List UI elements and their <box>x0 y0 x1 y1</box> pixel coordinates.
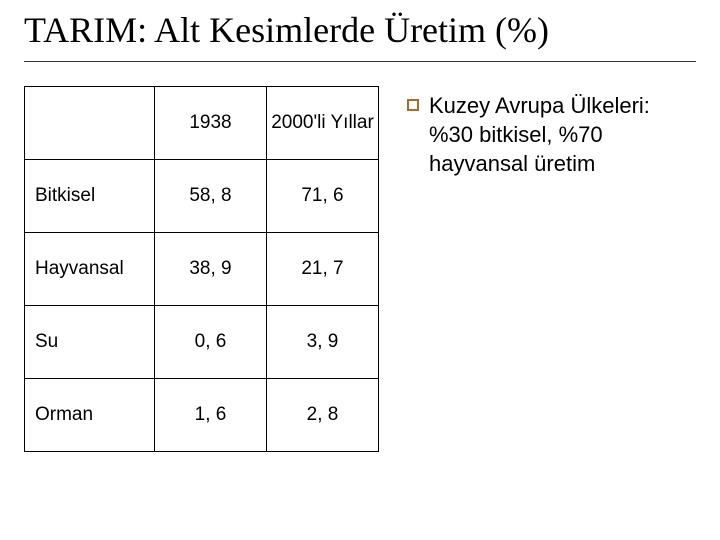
data-cell: 21, 7 <box>267 233 379 306</box>
table-header-cell <box>25 87 155 160</box>
row-label-cell: Su <box>25 306 155 379</box>
data-cell: 1, 6 <box>155 379 267 452</box>
table-row: Hayvansal 38, 9 21, 7 <box>25 233 379 306</box>
slide-title: TARIM: Alt Kesimlerde Üretim (%) <box>24 10 696 51</box>
bullet-item: Kuzey Avrupa Ülkeleri: %30 bitkisel, %70… <box>407 92 696 178</box>
table-header-cell: 1938 <box>155 87 267 160</box>
slide: TARIM: Alt Kesimlerde Üretim (%) 1938 20… <box>0 0 720 540</box>
data-cell: 2, 8 <box>267 379 379 452</box>
bullet-list: Kuzey Avrupa Ülkeleri: %30 bitkisel, %70… <box>407 86 696 178</box>
table-header-row: 1938 2000'li Yıllar <box>25 87 379 160</box>
data-cell: 3, 9 <box>267 306 379 379</box>
content-area: 1938 2000'li Yıllar Bitkisel 58, 8 71, 6… <box>24 86 696 452</box>
table-header-cell: 2000'li Yıllar <box>267 87 379 160</box>
data-cell: 58, 8 <box>155 160 267 233</box>
table-container: 1938 2000'li Yıllar Bitkisel 58, 8 71, 6… <box>24 86 379 452</box>
bullet-text: Kuzey Avrupa Ülkeleri: %30 bitkisel, %70… <box>429 92 696 178</box>
table-row: Orman 1, 6 2, 8 <box>25 379 379 452</box>
square-bullet-icon <box>407 99 419 111</box>
table-row: Bitkisel 58, 8 71, 6 <box>25 160 379 233</box>
row-label-cell: Orman <box>25 379 155 452</box>
production-table: 1938 2000'li Yıllar Bitkisel 58, 8 71, 6… <box>24 86 379 452</box>
row-label-cell: Hayvansal <box>25 233 155 306</box>
data-cell: 0, 6 <box>155 306 267 379</box>
row-label-cell: Bitkisel <box>25 160 155 233</box>
table-row: Su 0, 6 3, 9 <box>25 306 379 379</box>
title-block: TARIM: Alt Kesimlerde Üretim (%) <box>24 10 696 62</box>
data-cell: 38, 9 <box>155 233 267 306</box>
data-cell: 71, 6 <box>267 160 379 233</box>
